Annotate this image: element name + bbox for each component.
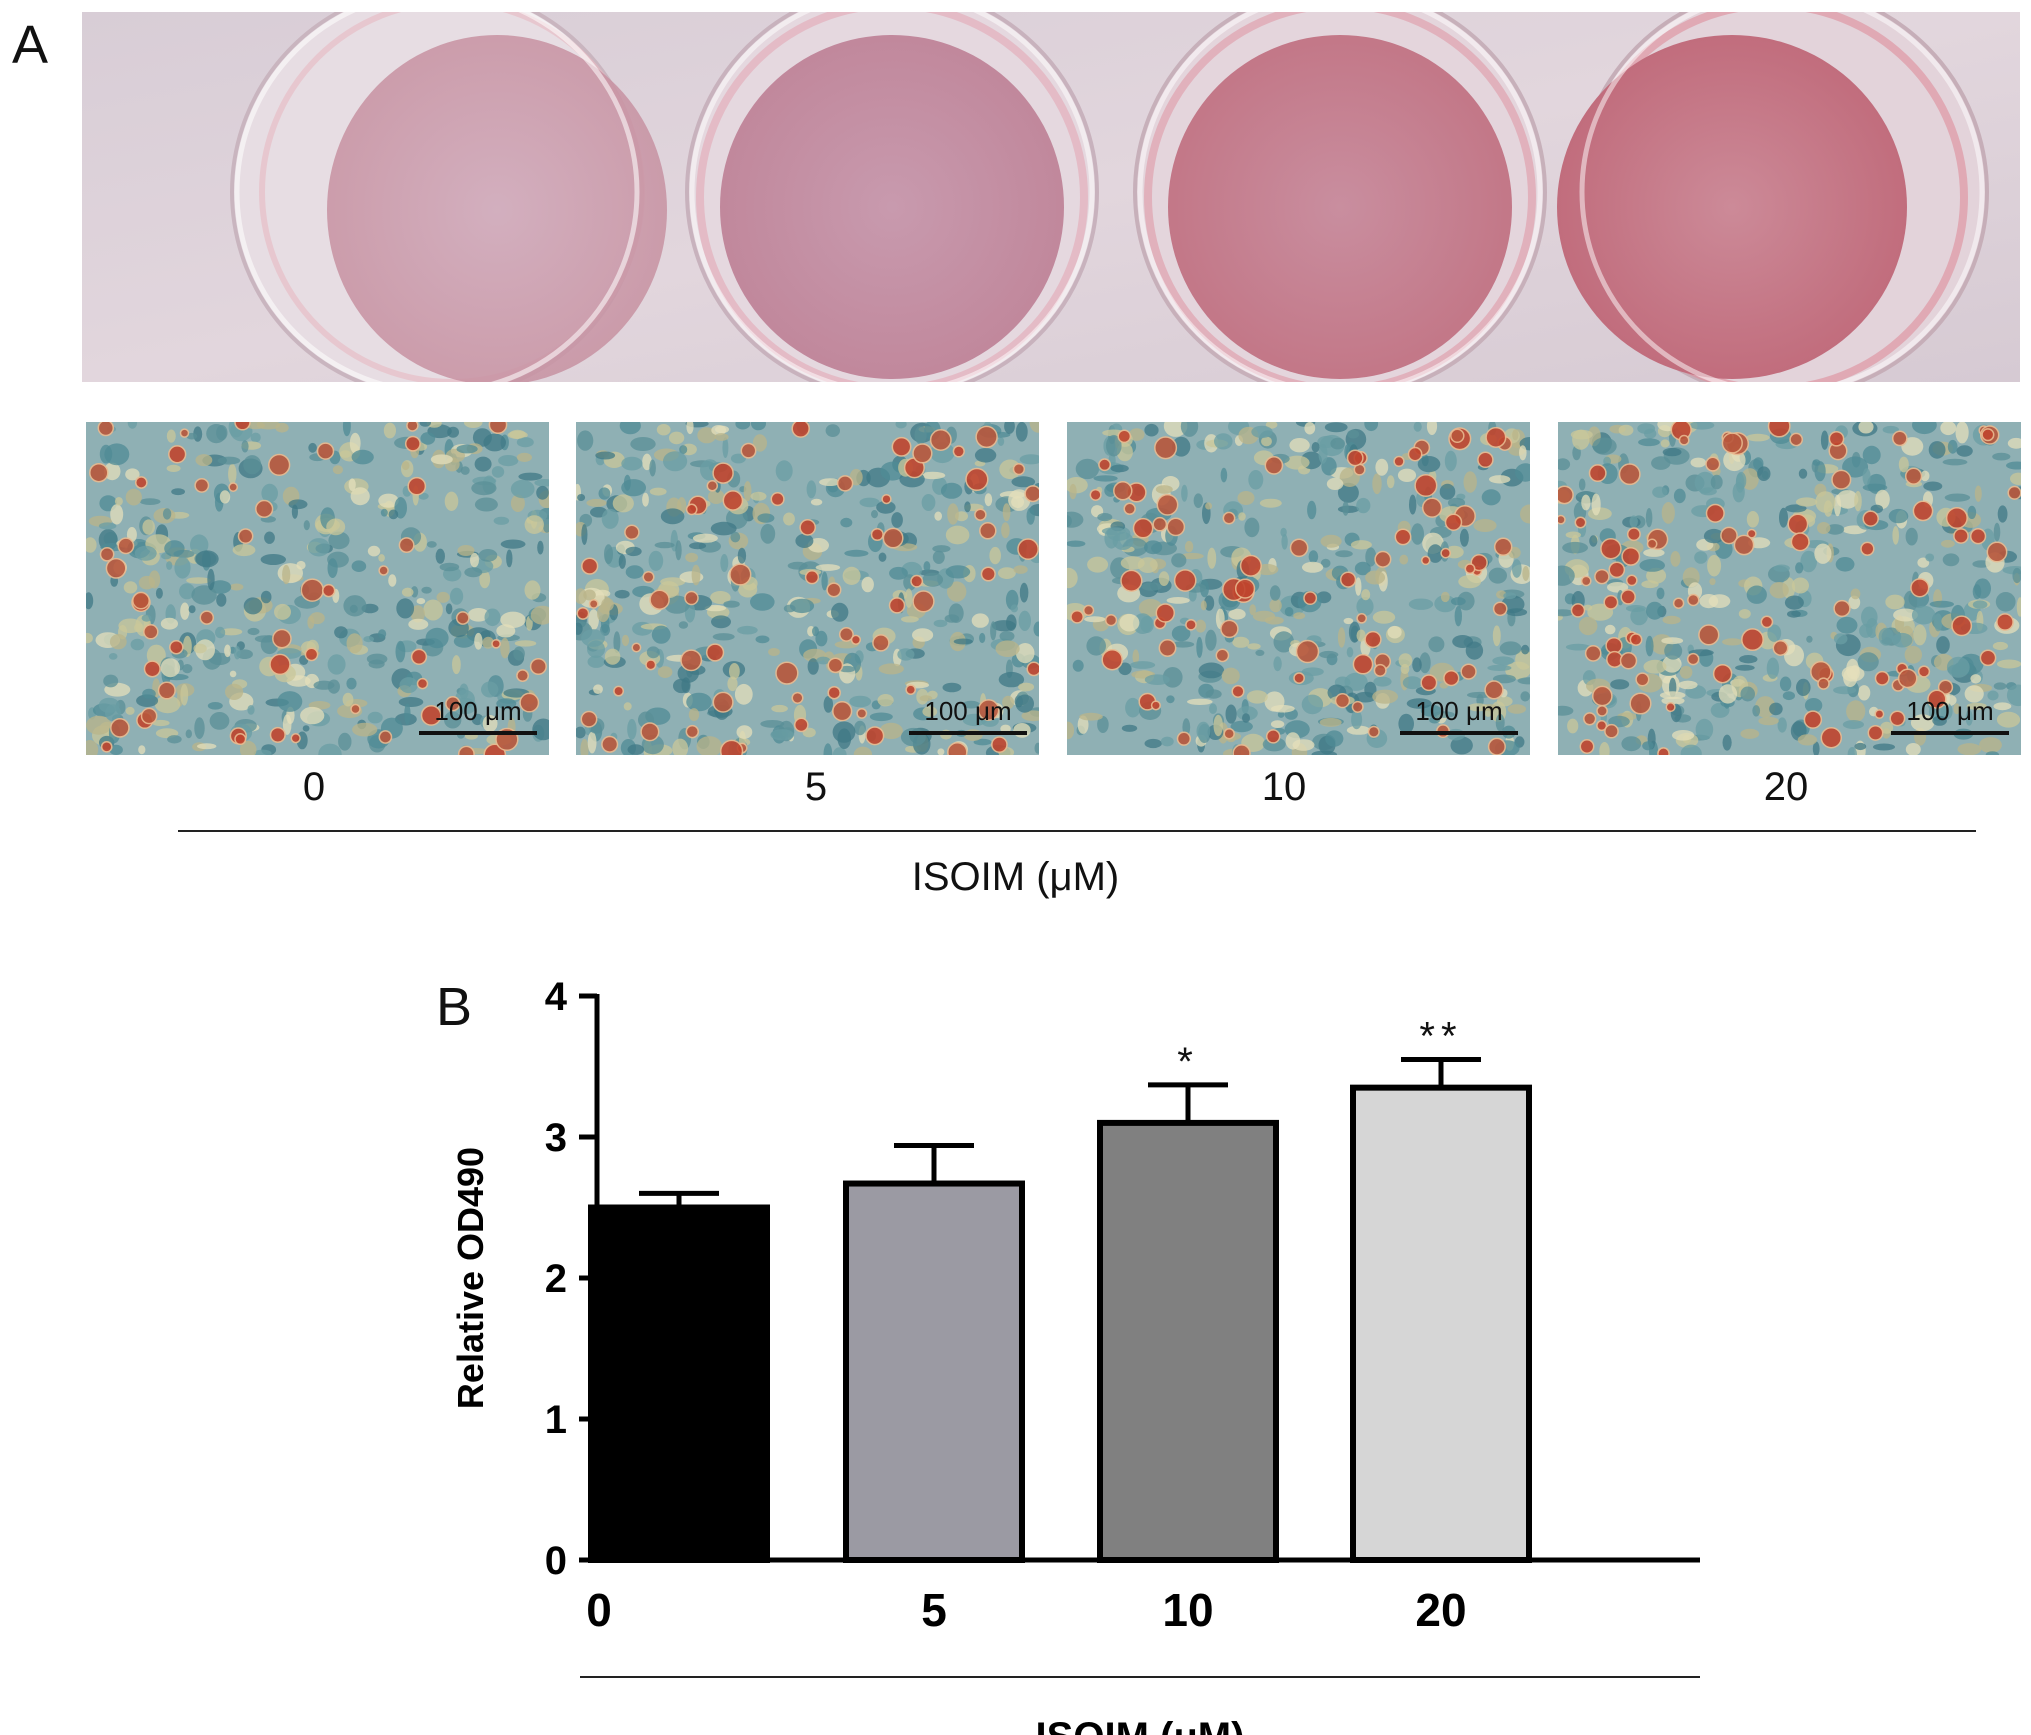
scale-bar-label: 100 μm <box>924 696 1012 726</box>
scale-bar <box>1891 731 2009 735</box>
bar <box>1350 1084 1532 1564</box>
bar <box>1097 1119 1279 1563</box>
scale-bar-label: 100 μm <box>1415 696 1503 726</box>
y-tick-label: 0 <box>545 1539 567 1583</box>
scale-bar <box>909 731 1027 735</box>
bar <box>843 1180 1025 1563</box>
concentration-label: 20 <box>1763 765 1809 809</box>
axis-divider-line <box>178 830 1976 832</box>
micrograph: 100 μm <box>1558 422 2021 755</box>
micrograph: 100 μm <box>86 422 549 755</box>
x-axis-label: ISOIM (μM) <box>1036 1715 1245 1735</box>
x-tick-label: 0 <box>586 1584 612 1636</box>
scale-bar-label: 100 μm <box>434 696 522 726</box>
culture-plate-photo <box>82 12 2020 382</box>
micrograph-image <box>86 422 549 755</box>
significance-marker: * <box>1177 1040 1199 1084</box>
x-tick-label: 5 <box>921 1584 947 1636</box>
scale-bar-label: 100 μm <box>1906 696 1994 726</box>
x-tick-label: 20 <box>1415 1584 1466 1636</box>
y-tick-label: 4 <box>545 975 568 1019</box>
y-tick-label: 1 <box>545 1398 567 1442</box>
panel-a-axis-title: ISOIM (μM) <box>911 855 1120 899</box>
scale-bar <box>1400 731 1518 735</box>
concentration-label: 5 <box>804 765 828 809</box>
y-tick-label: 2 <box>545 1257 567 1301</box>
micrograph-image <box>1067 422 1530 755</box>
concentration-label: 0 <box>302 765 326 809</box>
panel-b-label: B <box>436 977 473 1037</box>
y-tick-label: 3 <box>545 1116 567 1160</box>
micrograph-image <box>576 422 1039 755</box>
micrograph: 100 μm <box>1067 422 1530 755</box>
micrograph-image <box>1558 422 2021 755</box>
y-axis-label: Relative OD490 <box>450 1147 491 1409</box>
bar-chart: 0 1 2 3 4 Relative OD490 0 5 * 10 ** 20 ISOIM (μM) <box>450 975 1700 1735</box>
concentration-label: 10 <box>1261 765 1307 809</box>
scale-bar <box>419 731 537 735</box>
micrograph: 100 μm <box>576 422 1039 755</box>
panel-a-label: A <box>12 15 49 75</box>
significance-marker: ** <box>1419 1014 1462 1058</box>
bar <box>588 1204 770 1563</box>
x-tick-label: 10 <box>1162 1584 1213 1636</box>
